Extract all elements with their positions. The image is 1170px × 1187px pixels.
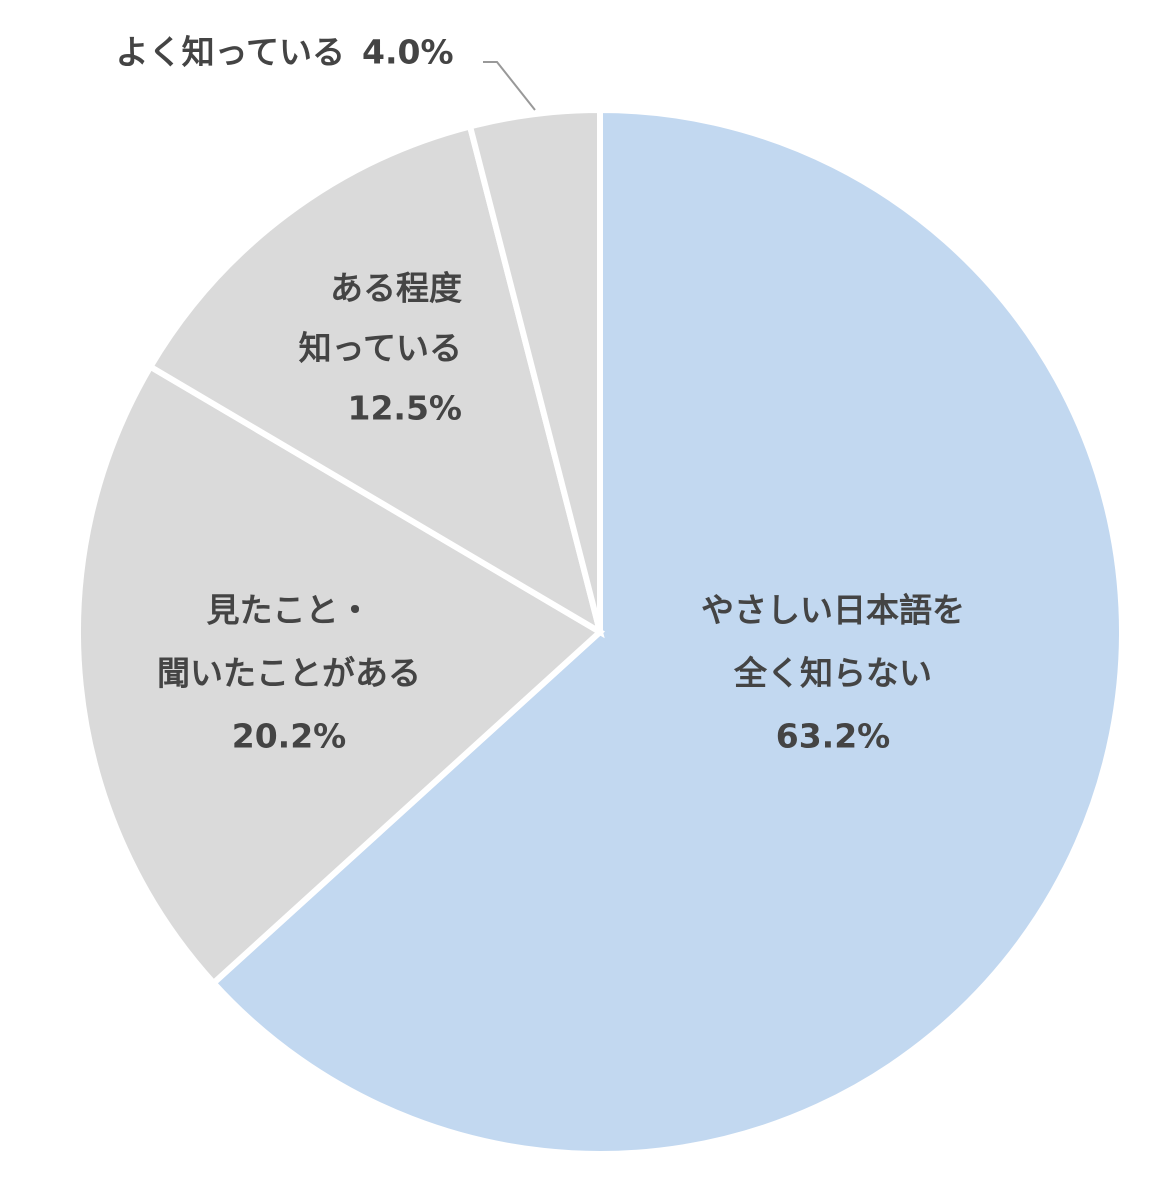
pie-slice <box>75 362 606 988</box>
leader-line <box>483 61 536 111</box>
value-label: 63.2% <box>776 717 891 756</box>
value-label: 4.0% <box>362 33 454 72</box>
slice-label: よく知っている <box>116 33 345 72</box>
value-label: 12.5% <box>348 389 463 428</box>
slice-label: 聞いたことがある <box>157 654 421 693</box>
pie-slice <box>466 106 603 633</box>
slice-label: やさしい日本語を <box>701 591 965 630</box>
pie-slice <box>209 106 1125 1157</box>
slice-label: 知っている <box>299 329 462 368</box>
pie-slice <box>146 122 605 639</box>
slice-label: 全く知らない <box>733 654 932 693</box>
slice-label: ある程度 <box>330 269 462 308</box>
slice-label: 見たこと・ <box>207 591 372 630</box>
value-label: 20.2% <box>232 717 347 756</box>
